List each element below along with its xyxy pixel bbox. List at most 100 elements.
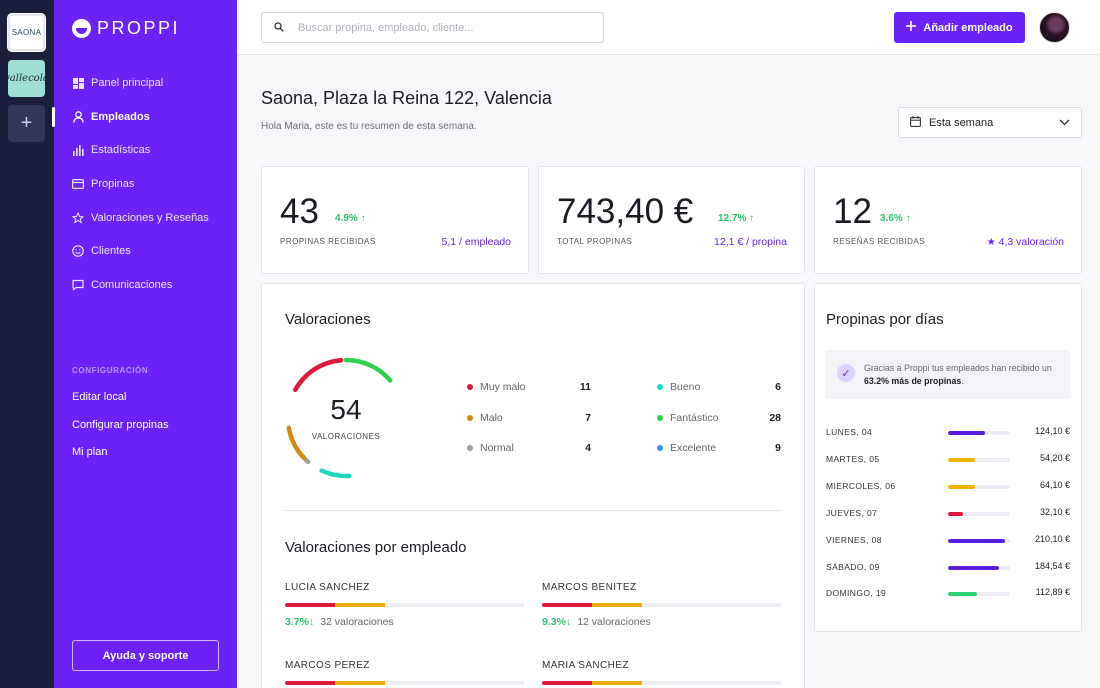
day-bar-fill [948,457,976,462]
workspace-vallecola[interactable]: vallecola [4,60,49,97]
day-bar-fill [948,511,963,516]
day-label: MIERCOLES, 06 [826,480,896,491]
stat-card-propinas-recibidas: 43 4.9% ↑ PROPINAS RECIBIDAS 5,1 / emple… [261,166,529,274]
employee-rating-meta: 3.7%↓ 32 valoraciones [285,616,394,628]
day-bar-fill [948,431,985,435]
period-select[interactable]: Esta semana [898,107,1082,138]
legend-value: 11 [579,381,591,393]
sidebar-item-valoraciones[interactable]: Valoraciones y Reseñas [72,210,209,226]
ratings-card [261,283,805,688]
day-bar [948,457,1010,462]
config-item-editar-local[interactable]: Editar local [72,391,127,403]
employee-rating-bar [285,681,524,685]
day-label: SÁBADO, 09 [826,561,880,572]
day-label: MARTES, 05 [826,453,880,464]
day-bar-fill [948,484,976,489]
sidebar-item-comunicaciones[interactable]: Comunicaciones [72,277,172,293]
config-section-title: CONFIGURACIÓN [72,366,149,375]
sidebar-item-panel-principal[interactable]: Panel principal [72,75,163,91]
day-value: 184,54 € [1034,560,1070,571]
brand-logo[interactable]: PROPPI [72,18,180,39]
day-value: 64,10 € [1039,479,1070,490]
legend-malo: Malo [467,412,503,424]
day-value: 54,20 € [1039,452,1070,463]
stat-side-value: 12,1 € / propina [714,236,787,248]
stat-value: 743,40 € [557,192,694,231]
help-support-button[interactable]: Ayuda y soporte [72,640,219,671]
sidebar-item-estadisticas[interactable]: Estadísticas [72,142,150,158]
add-workspace-button[interactable]: + [8,105,45,142]
stat-card-total-propinas: 743,40 € 12.7% ↑ TOTAL PROPINAS 12,1 € /… [538,166,805,274]
day-bar-fill [948,565,999,570]
legend-value: 6 [775,381,781,393]
employee-name[interactable]: LUCIA SANCHEZ [285,582,370,593]
config-item-configurar-propinas[interactable]: Configurar propinas [72,419,169,431]
day-bar [948,431,1010,435]
legend-dot [657,384,663,390]
legend-value: 28 [769,412,781,424]
stat-value: 12 [833,192,872,231]
legend-dot [467,384,473,390]
day-label: VIERNES, 08 [826,534,882,545]
page-title: Saona, Plaza la Reina 122, Valencia [261,88,552,108]
stat-label: RESEÑAS RECIBIDAS [833,237,926,246]
day-value: 210,10 € [1034,533,1070,544]
arrow-up-icon: ↑ [749,213,755,224]
day-bar [948,484,1010,489]
smile-icon [72,245,84,257]
employee-name[interactable]: MARIA SANCHEZ [542,660,629,671]
arrow-down-icon: ↓ [308,616,315,628]
sidebar-item-propinas[interactable]: Propinas [72,176,134,192]
page-subtitle: Hola Maria, este es tu resumen de esta s… [261,121,477,132]
star-icon [72,212,84,224]
employee-rating-bar [542,603,781,607]
day-value: 124,10 € [1034,426,1070,436]
employee-ratings-title: Valoraciones por empleado [285,539,467,556]
stat-card-resenas-recibidas: 12 3.6% ↑ RESEÑAS RECIBIDAS ★ 4,3 valora… [814,166,1082,274]
tips-by-day-title: Propinas por días [826,311,944,328]
legend-value: 4 [585,442,591,454]
legend-dot [657,415,663,421]
employee-name[interactable]: MARCOS BENITEZ [542,582,637,593]
legend-dot [467,415,473,421]
stat-change: 3.6% ↑ [880,213,911,224]
sidebar-item-empleados[interactable]: Empleados [72,109,150,125]
star-icon: ★ [986,237,996,248]
legend-dot [657,445,663,451]
day-label: JUEVES, 07 [826,507,878,518]
workspace-saona[interactable]: SAONA [8,14,45,51]
sidebar-item-clientes[interactable]: Clientes [72,243,131,259]
day-label: LUNES, 04 [826,427,873,437]
chat-icon [72,279,84,291]
search-input[interactable] [298,21,578,34]
day-bar-fill [948,538,1006,543]
employee-rating-meta: 9.3%↓ 12 valoraciones [542,616,651,628]
legend-bueno: Bueno [657,381,700,393]
day-bar [948,592,1010,597]
employee-name[interactable]: MARCOS PEREZ [285,660,370,671]
donut-segment-bueno [285,357,407,479]
chevron-down-icon [1059,117,1070,129]
plus-icon: + [20,112,33,134]
legend-excelente: Excelente [657,442,716,454]
day-bar [948,538,1010,543]
donut-segment-fantástico [285,357,407,479]
legend-normal: Normal [467,442,514,454]
user-avatar[interactable] [1039,12,1070,43]
check-icon: ✓ [837,364,855,382]
employee-rating-bar [285,603,524,607]
legend-value: 7 [585,412,591,424]
day-bar-fill [948,592,978,597]
employee-rating-bar [542,681,781,685]
legend-dot [467,445,473,451]
legend-muy-malo: Muy malo [467,381,526,393]
banner-text: Gracias a Proppi tus empleados han recib… [864,363,1052,386]
legend-fantastico: Fantástico [657,412,718,424]
stat-label: TOTAL PROPINAS [557,237,633,246]
config-item-mi-plan[interactable]: Mi plan [72,446,108,458]
tips-by-day-card [814,283,1082,632]
day-value: 112,89 € [1035,587,1070,598]
add-employee-button[interactable]: Añadir empleado [894,12,1025,43]
user-icon [72,111,84,123]
arrow-up-icon: ↑ [905,213,911,224]
